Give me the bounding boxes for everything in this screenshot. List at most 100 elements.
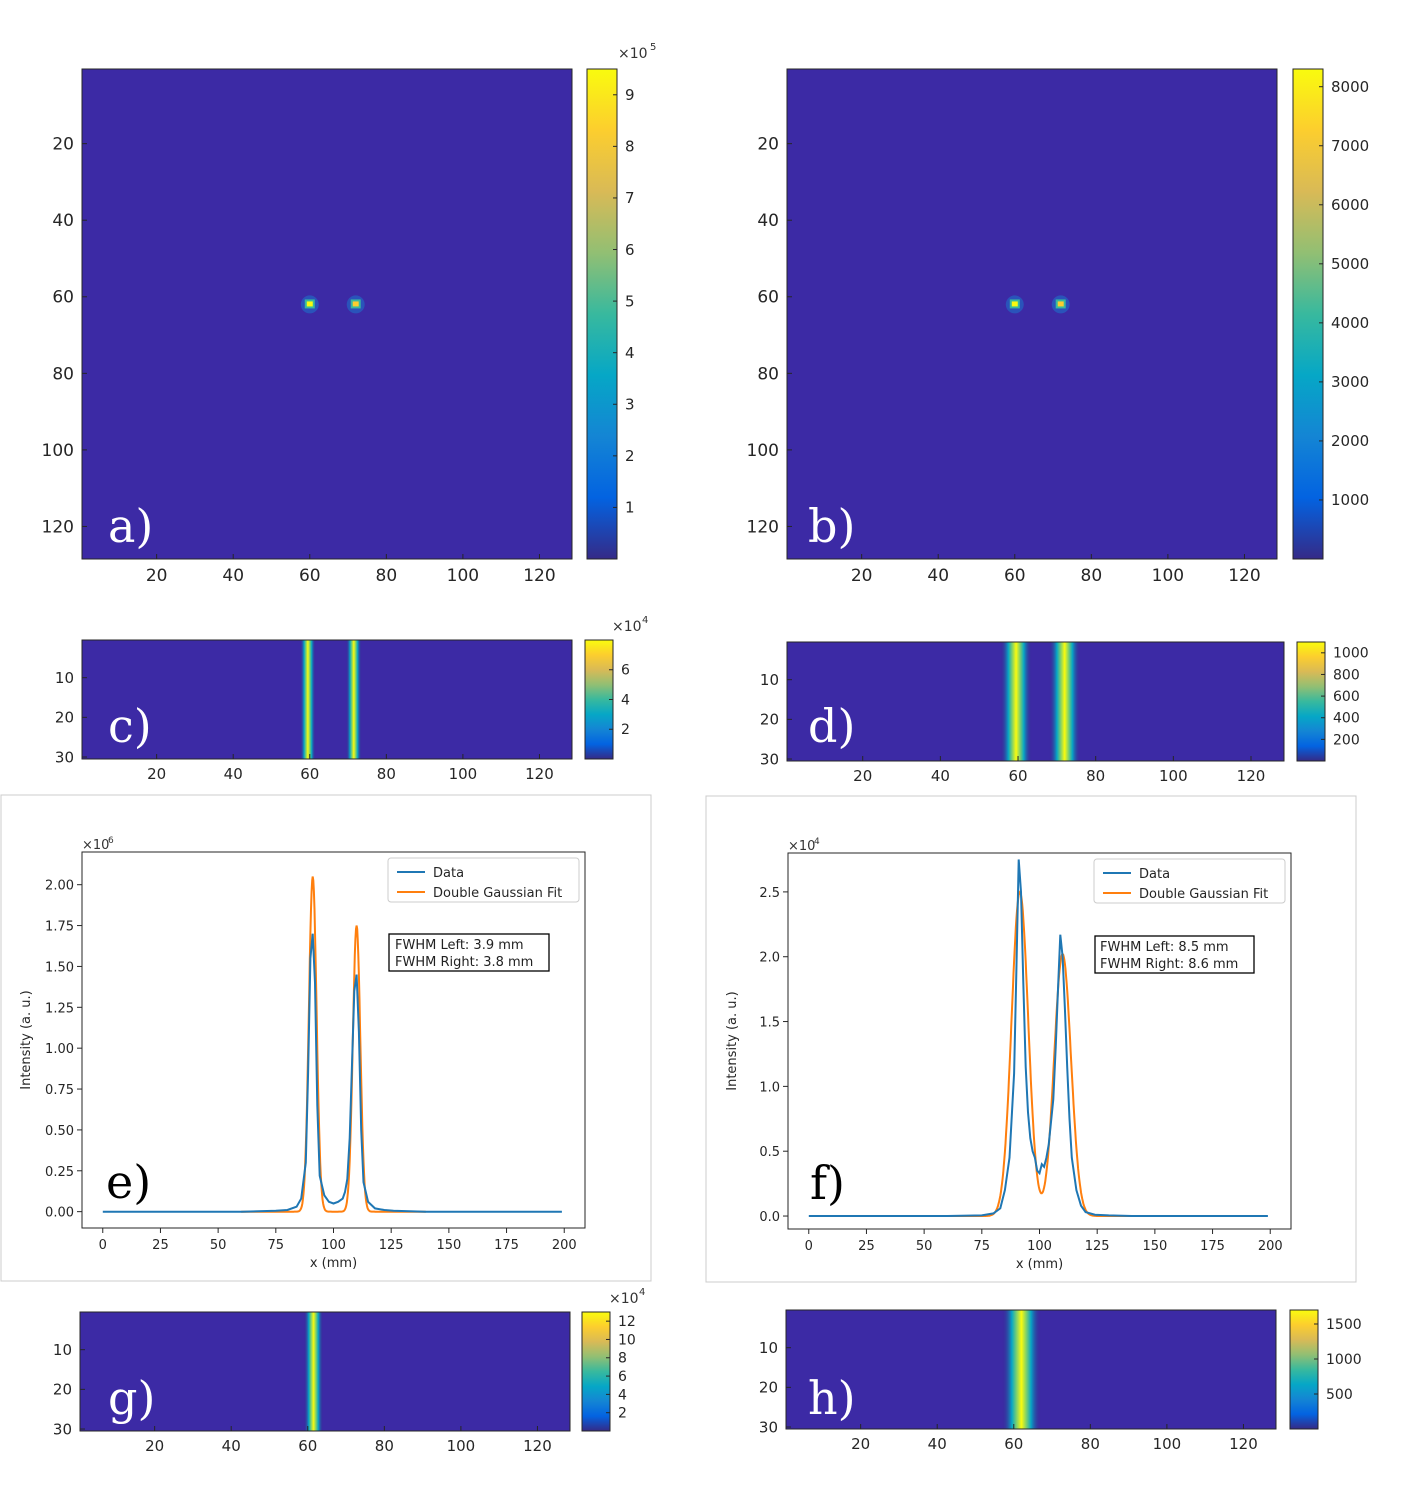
colorbar-tick-label: 1000 <box>1331 491 1369 509</box>
y-tick-label: 0.0 <box>759 1210 780 1225</box>
x-tick-label: 0 <box>99 1238 107 1253</box>
x-tick-label: 120 <box>523 566 555 586</box>
y-tick-label: 2.5 <box>759 886 780 901</box>
y-tick-label: 0.00 <box>45 1206 74 1221</box>
x-tick-label: 20 <box>853 767 872 785</box>
panel-d-heatmap: 20 40 60 80 100 120 10 20 30 200 400 600 800 1000 <box>760 641 1369 785</box>
colorbar-tick-label: 400 <box>1333 711 1360 727</box>
y-tick-label: 80 <box>757 364 779 384</box>
x-tick-label: 20 <box>145 1437 164 1455</box>
series-data-line <box>808 859 1268 1217</box>
x-axis-label: x (mm) <box>1016 1257 1063 1272</box>
panel-f-exponent-base: ×10 <box>788 839 815 854</box>
panel-a-exponent: 5 <box>650 42 656 53</box>
y-tick-label: 10 <box>760 671 779 689</box>
panel-g-exponent: 4 <box>639 1287 645 1298</box>
stripe-1 <box>300 640 316 759</box>
colorbar-tick-label: 1500 <box>1326 1317 1362 1333</box>
colorbar-tick-label: 12 <box>618 1314 636 1330</box>
legend-fit-label: Double Gaussian Fit <box>433 886 562 901</box>
colorbar-tick-label: 2 <box>625 447 635 465</box>
colorbar-tick-label: 7000 <box>1331 137 1369 155</box>
y-tick-label: 40 <box>52 211 74 231</box>
legend-box <box>387 857 580 903</box>
x-tick-label: 120 <box>1228 566 1260 586</box>
panel-c-letter: c) <box>108 699 152 753</box>
panel-d-letter: d) <box>808 699 855 753</box>
y-tick-label: 40 <box>757 211 779 231</box>
colorbar-tick-label: 8 <box>618 1351 627 1367</box>
y-tick-label: 10 <box>55 669 74 687</box>
panel-g-letter: g) <box>108 1371 155 1425</box>
y-tick-label: 30 <box>55 748 74 766</box>
legend: Data Double Gaussian Fit <box>387 857 580 903</box>
y-tick-label: 1.25 <box>45 1001 74 1016</box>
panel-h-letter: h) <box>808 1371 856 1425</box>
x-tick-label: 80 <box>1081 1435 1100 1453</box>
panel-e-fwhm-right: FWHM Right: 3.8 mm <box>395 955 533 970</box>
y-tick-label: 2.0 <box>759 951 780 966</box>
colorbar-tick-label: 6 <box>621 663 630 679</box>
y-tick-label: 30 <box>759 1418 778 1436</box>
panel-g-exponent-base: ×10 <box>609 1291 639 1307</box>
y-tick-label: 20 <box>53 1381 72 1399</box>
colorbar-tick-label: 3 <box>625 396 635 414</box>
x-tick-label: 120 <box>525 765 554 783</box>
x-tick-label: 100 <box>321 1238 346 1253</box>
y-tick-label: 1.50 <box>45 960 74 975</box>
colorbar-tick-label: 6 <box>618 1369 627 1385</box>
panel-f-line-chart: 0 25 50 75 100 125 150 175 200 0.0 0.5 1.0 1.5 2.0 2.5… <box>725 852 1292 1272</box>
panel-f-exponent: 4 <box>814 837 820 847</box>
panel-a-letter: a) <box>108 499 153 553</box>
y-tick-label: 0.50 <box>45 1124 74 1139</box>
x-axis-label: x (mm) <box>310 1256 357 1271</box>
colorbar-tick-label: 10 <box>618 1332 636 1348</box>
y-tick-label: 20 <box>52 135 74 155</box>
x-tick-label: 120 <box>523 1437 552 1455</box>
x-tick-label: 20 <box>851 1435 870 1453</box>
colorbar <box>1292 68 1324 560</box>
y-tick-label: 60 <box>52 288 74 308</box>
y-tick-label: 120 <box>747 517 779 537</box>
x-tick-label: 175 <box>1200 1239 1225 1254</box>
y-tick-label: 0.75 <box>45 1083 74 1098</box>
hotspot-core-1 <box>306 301 313 307</box>
colorbar-tick-label: 9 <box>625 86 635 104</box>
x-tick-label: 0 <box>805 1239 813 1254</box>
legend: Data Double Gaussian Fit <box>1093 858 1286 904</box>
heatmap-background <box>82 69 572 559</box>
colorbar <box>584 639 614 760</box>
heatmap-background <box>787 642 1284 761</box>
x-tick-label: 80 <box>1086 767 1105 785</box>
x-tick-label: 75 <box>268 1238 285 1253</box>
colorbar-tick-label: 4 <box>621 692 630 708</box>
x-tick-label: 60 <box>300 765 319 783</box>
panel-f-letter: f) <box>810 1156 845 1210</box>
panel-c-exponent-base: ×10 <box>612 619 642 635</box>
x-tick-label: 80 <box>376 566 398 586</box>
y-tick-label: 10 <box>759 1339 778 1357</box>
panel-b-letter: b) <box>808 499 855 553</box>
x-tick-label: 20 <box>147 765 166 783</box>
y-tick-label: 120 <box>42 517 74 537</box>
x-tick-label: 40 <box>927 566 949 586</box>
x-tick-label: 40 <box>931 767 950 785</box>
y-tick-label: 1.5 <box>759 1016 780 1031</box>
heatmap-frame <box>786 641 1285 762</box>
colorbar <box>1296 641 1326 762</box>
colorbar-tick-label: 4 <box>618 1387 627 1403</box>
hotspot-core-2 <box>1057 301 1064 307</box>
panel-f-fwhm-annotation: FWHM Left: 8.5 mm FWHM Right: 8.6 mm <box>1094 935 1255 974</box>
colorbar-tick-label: 2000 <box>1331 432 1369 450</box>
legend-fit-label: Double Gaussian Fit <box>1139 887 1268 902</box>
y-tick-label: 30 <box>53 1420 72 1438</box>
colorbar-tick-label: 5 <box>625 292 635 310</box>
x-tick-label: 100 <box>1153 1435 1182 1453</box>
x-tick-label: 40 <box>222 566 244 586</box>
panel-e-exponent: 6 <box>108 836 114 846</box>
x-tick-label: 60 <box>1004 1435 1023 1453</box>
colorbar-tick-label: 8000 <box>1331 78 1369 96</box>
x-tick-label: 100 <box>447 1437 476 1455</box>
colorbar-tick-label: 1000 <box>1333 646 1369 662</box>
